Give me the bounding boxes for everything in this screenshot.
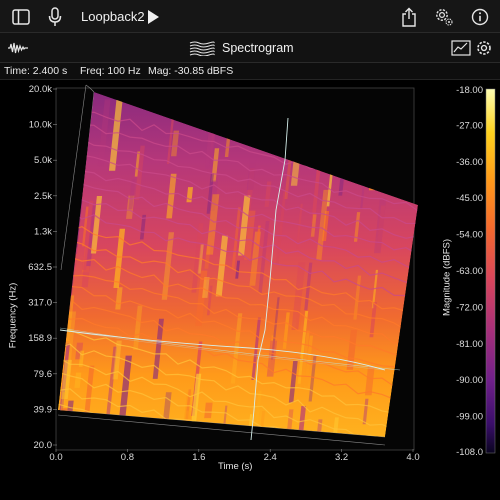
y-tick-label: 1.3k xyxy=(34,226,52,237)
spectrogram-surface xyxy=(58,92,418,437)
x-tick-label: 4.0 xyxy=(406,452,419,463)
colorbar-tick-label: -90.00 xyxy=(456,375,483,386)
view-toolbar: Spectrogram xyxy=(0,33,500,63)
x-axis-label: Time (s) xyxy=(218,461,253,472)
colorbar-tick-label: -63.00 xyxy=(456,266,483,277)
y-axis-label: Frequency (Hz) xyxy=(7,282,19,349)
microphone-icon[interactable] xyxy=(43,5,67,29)
colorbar-tick-label: -108.0 xyxy=(456,447,483,458)
colorbar-tick-label: -36.00 xyxy=(456,157,483,168)
colorbar-label: Magnitude (dBFS) xyxy=(441,238,453,317)
spectrogram-plot[interactable]: 20.0k 10.0k 5.0k 2.5k 1.3k 632.5 317.0 158.9 79.… xyxy=(0,80,500,500)
x-tick-label: 0.0 xyxy=(49,452,62,463)
gear-icon[interactable] xyxy=(472,36,496,60)
readout-magnitude: Mag: -30.85 dBFS xyxy=(148,65,234,77)
colorbar-tick-label: -99.00 xyxy=(456,412,483,423)
readout-time: Time: 2.400 s xyxy=(4,65,68,77)
chart-icon[interactable] xyxy=(449,36,473,60)
x-tick-label: 2.4 xyxy=(264,452,277,463)
y-tick-label: 158.9 xyxy=(28,333,52,344)
y-tick-label: 39.9 xyxy=(34,404,53,415)
spectrogram-icon[interactable] xyxy=(188,36,216,60)
y-tick-label: 5.0k xyxy=(34,155,52,166)
settings-gear-icon[interactable] xyxy=(432,5,456,29)
waveform-icon[interactable] xyxy=(6,36,30,60)
y-tick-label: 2.5k xyxy=(34,191,52,202)
colorbar-tick-label: -45.00 xyxy=(456,193,483,204)
colorbar-tick-label: -72.00 xyxy=(456,302,483,313)
top-bar: Loopback2 xyxy=(0,0,500,33)
colorbar-tick-label: -54.00 xyxy=(456,230,483,241)
y-tick-label: 20.0k xyxy=(29,84,52,95)
x-tick-label: 1.6 xyxy=(192,452,205,463)
colorbar-tick-label: -81.00 xyxy=(456,339,483,350)
share-icon[interactable] xyxy=(397,5,421,29)
session-title: Loopback2 xyxy=(81,9,145,24)
y-tick-label: 632.5 xyxy=(28,262,52,273)
y-tick-label: 10.0k xyxy=(29,120,52,131)
colorbar-tick-label: -18.00 xyxy=(456,85,483,96)
spectrogram-canvas[interactable]: 20.0k 10.0k 5.0k 2.5k 1.3k 632.5 317.0 158.9 79.… xyxy=(0,80,500,500)
y-tick-label: 79.6 xyxy=(34,369,53,380)
colorbar-tick-label: -27.00 xyxy=(456,120,483,131)
view-mode-title: Spectrogram xyxy=(222,41,294,55)
play-icon[interactable] xyxy=(141,5,165,29)
x-tick-label: 0.8 xyxy=(121,452,134,463)
info-icon[interactable] xyxy=(468,5,492,29)
y-tick-label: 317.0 xyxy=(28,298,52,309)
surface-grid xyxy=(59,327,401,371)
colorbar xyxy=(485,88,496,454)
cursor-crosshair xyxy=(59,117,386,441)
cursor-readout: Time: 2.400 s Freq: 100 Hz Mag: -30.85 d… xyxy=(0,63,500,80)
sidebar-icon[interactable] xyxy=(9,5,33,29)
y-tick-label: 20.0 xyxy=(34,440,53,451)
x-tick-label: 3.2 xyxy=(335,452,348,463)
readout-frequency: Freq: 100 Hz xyxy=(80,65,141,77)
